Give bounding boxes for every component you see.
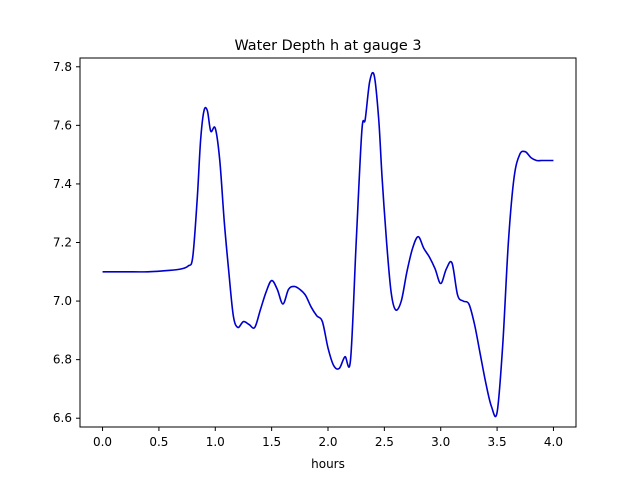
x-tick-label: 2.0 xyxy=(318,435,337,449)
y-tick-label: 6.8 xyxy=(53,353,72,367)
y-tick-label: 7.4 xyxy=(53,177,72,191)
y-tick-label: 7.0 xyxy=(53,294,72,308)
x-tick-label: 4.0 xyxy=(544,435,563,449)
x-tick-label: 0.5 xyxy=(149,435,168,449)
y-tick-label: 7.6 xyxy=(53,118,72,132)
chart-title: Water Depth h at gauge 3 xyxy=(234,38,421,54)
x-tick-label: 3.5 xyxy=(488,435,507,449)
series-line xyxy=(102,71,554,418)
x-tick-label: 0.0 xyxy=(93,435,112,449)
x-tick-label: 3.0 xyxy=(431,435,450,449)
x-axis-label: hours xyxy=(311,457,345,471)
y-tick-label: 7.8 xyxy=(53,60,72,74)
y-tick-label: 6.6 xyxy=(53,411,72,425)
x-tick-label: 1.5 xyxy=(262,435,281,449)
plot-area xyxy=(102,71,554,418)
x-axis: 0.0 0.5 1.0 1.5 2.0 2.5 3.0 3.5 4.0 xyxy=(93,427,563,449)
x-tick-label: 2.5 xyxy=(375,435,394,449)
y-axis: 6.6 6.8 7.0 7.2 7.4 7.6 7.8 xyxy=(53,60,80,425)
y-tick-label: 7.2 xyxy=(53,236,72,250)
x-tick-label: 1.0 xyxy=(206,435,225,449)
